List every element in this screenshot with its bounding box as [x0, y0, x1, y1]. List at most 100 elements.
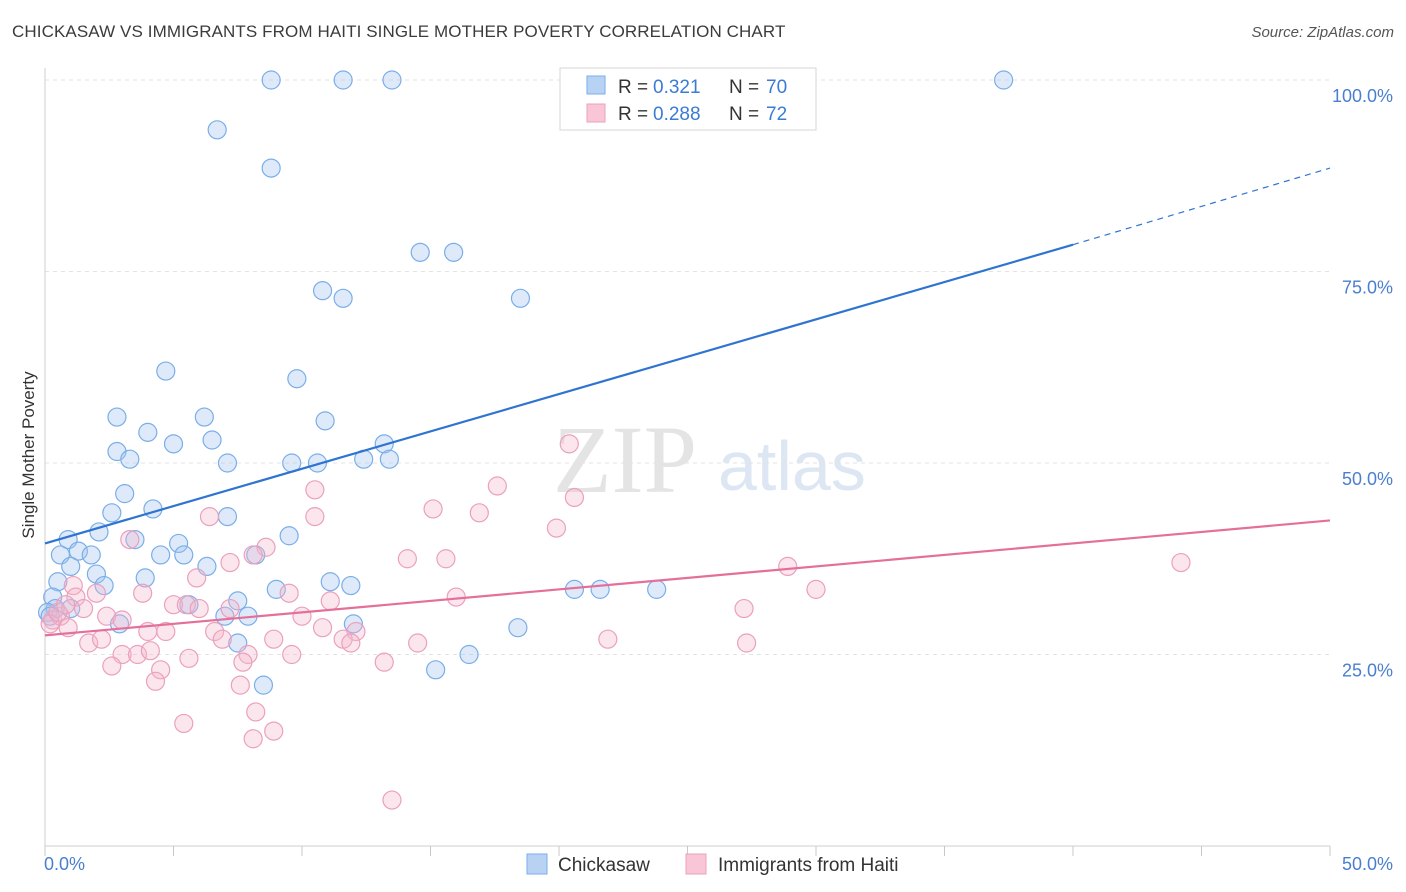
chickasaw-trend-extension — [1072, 167, 1331, 246]
haiti-point-57 — [179, 648, 199, 668]
haiti-point-20 — [86, 583, 107, 603]
trend-lines — [44, 167, 1331, 637]
haiti-point-28 — [220, 598, 240, 619]
y-tick-label-25: 25.0% — [1342, 661, 1393, 681]
y-tick-label-50: 50.0% — [1342, 469, 1393, 489]
legend-r-value-chickasaw: 0.321 — [653, 77, 701, 98]
haiti-point-56 — [282, 644, 302, 665]
haiti-point-12 — [436, 549, 456, 569]
haiti-point-61 — [151, 660, 171, 680]
gridlines — [45, 79, 1330, 655]
haiti-point-62 — [145, 671, 166, 691]
chickasaw-point-11 — [156, 361, 176, 381]
haiti-point-41 — [264, 629, 284, 649]
y-tick-label-75: 75.0% — [1342, 278, 1393, 298]
chickasaw-point-42 — [61, 556, 81, 577]
haiti-point-34 — [97, 606, 117, 626]
y-tick-labels: 25.0% 50.0% 75.0% 100.0% — [1332, 86, 1393, 681]
chickasaw-point-0 — [261, 70, 281, 90]
chickasaw-point-50 — [341, 575, 361, 596]
chickasaw-trend-line — [44, 243, 1074, 545]
chickasaw-point-4 — [207, 120, 227, 140]
haiti-point-42 — [312, 618, 333, 638]
chickasaw-point-45 — [135, 568, 155, 588]
legend-n-value-chickasaw: 70 — [766, 77, 787, 98]
legend-r-value-haiti: 0.288 — [653, 104, 701, 125]
chickasaw-point-47 — [94, 575, 114, 596]
haiti-point-49 — [408, 633, 428, 653]
series-legend-label-chickasaw: Chickasaw — [558, 855, 650, 876]
haiti-point-13 — [220, 552, 240, 573]
haiti-point-17 — [1171, 552, 1191, 573]
legend-swatch-haiti — [586, 103, 606, 123]
haiti-point-2 — [487, 476, 507, 496]
stats-legend: R = 0.321 N = 70 R = 0.288 N = 72 — [559, 67, 817, 131]
chart-title: CHICKASAW VS IMMIGRANTS FROM HAITI SINGL… — [12, 22, 786, 41]
haiti-point-0 — [559, 434, 579, 454]
chickasaw-point-28 — [143, 499, 163, 519]
haiti-point-15 — [187, 568, 207, 588]
chickasaw-point-66 — [426, 660, 446, 680]
haiti-point-6 — [199, 507, 220, 527]
chickasaw-point-18 — [202, 430, 222, 450]
series-legend-label-haiti: Immigrants from Haiti — [718, 855, 899, 876]
haiti-point-35 — [112, 610, 132, 630]
haiti-point-70 — [48, 602, 68, 622]
chickasaw-point-26 — [379, 449, 399, 469]
watermark-zip: ZIP — [553, 406, 697, 513]
chickasaw-point-17 — [163, 434, 184, 454]
haiti-point-64 — [246, 702, 266, 722]
chickasaw-point-33 — [279, 526, 299, 546]
haiti-point-11 — [397, 549, 417, 569]
haiti-point-26 — [176, 595, 196, 615]
haiti-point-36 — [292, 606, 312, 626]
haiti-point-54 — [140, 641, 160, 661]
haiti-point-68 — [382, 790, 402, 810]
chickasaw-point-13 — [107, 407, 127, 427]
legend-n-label-chickasaw: N = — [729, 77, 759, 98]
haiti-point-29 — [320, 591, 340, 611]
chickasaw-point-65 — [253, 675, 274, 695]
haiti-point-7 — [305, 507, 325, 527]
haiti-point-50 — [598, 629, 618, 649]
haiti-point-39 — [156, 621, 176, 642]
haiti-point-30 — [73, 598, 94, 619]
haiti-point-21 — [279, 583, 299, 603]
watermark-atlas: atlas — [718, 427, 866, 505]
legend-n-label-haiti: N = — [729, 104, 759, 125]
haiti-point-65 — [174, 713, 194, 734]
haiti-point-9 — [120, 529, 140, 550]
source-label: Source: ZipAtlas.com — [1251, 24, 1394, 41]
chickasaw-point-24 — [307, 453, 328, 473]
chickasaw-point-53 — [647, 579, 667, 599]
chickasaw-point-38 — [81, 545, 101, 565]
haiti-point-40 — [205, 621, 225, 642]
x-tick-labels: 0.0% 50.0% — [44, 854, 1393, 874]
series-legend-swatch-chickasaw — [526, 853, 548, 875]
chickasaw-point-43 — [86, 564, 107, 584]
haiti-point-46 — [212, 629, 232, 649]
haiti-point-66 — [264, 721, 284, 741]
chickasaw-point-35 — [169, 533, 189, 554]
haiti-point-48 — [341, 633, 361, 653]
chickasaw-point-27 — [115, 484, 135, 504]
haiti-point-63 — [230, 675, 250, 695]
chickasaw-point-61 — [343, 614, 363, 634]
chickasaw-point-2 — [382, 70, 402, 90]
chickasaw-point-30 — [217, 507, 238, 527]
chickasaw-point-37 — [68, 541, 89, 561]
haiti-point-19 — [63, 575, 83, 596]
chickasaw-point-15 — [315, 411, 335, 431]
x-tick-label-0: 0.0% — [44, 854, 85, 874]
chickasaw-point-34 — [125, 529, 145, 550]
chickasaw-point-29 — [102, 503, 122, 523]
haiti-trend-line — [44, 519, 1331, 637]
legend-r-label-chickasaw: R = — [618, 77, 648, 98]
haiti-point-67 — [243, 729, 263, 749]
chickasaw-point-9 — [333, 288, 353, 308]
haiti-point-59 — [374, 652, 394, 672]
haiti-point-4 — [423, 499, 443, 519]
chickasaw-point-10 — [510, 288, 531, 308]
y-tick-label-100: 100.0% — [1332, 86, 1393, 106]
